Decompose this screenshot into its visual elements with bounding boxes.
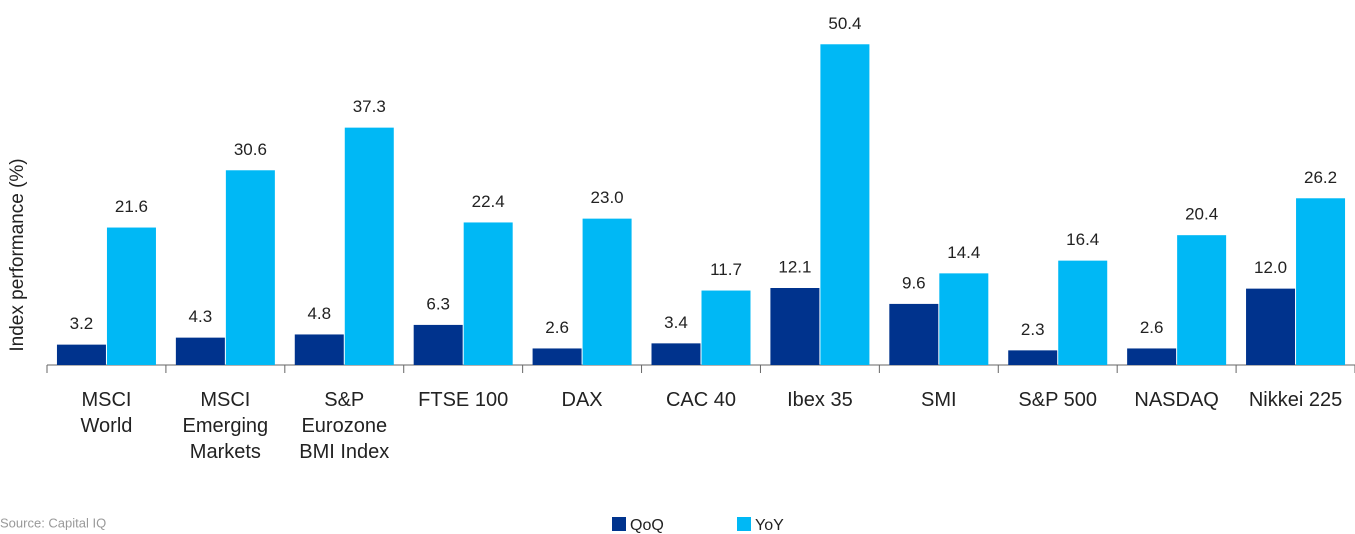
bar: [1177, 235, 1227, 365]
x-tick-label: Ibex 35: [787, 389, 853, 411]
x-tick-label: S&P Eurozone BMI Index: [299, 389, 389, 463]
x-tick-label: DAX: [562, 389, 603, 411]
value-label: 3.4: [664, 313, 688, 332]
bar: [225, 170, 275, 365]
value-label: 4.8: [307, 304, 331, 323]
value-label: 16.4: [1066, 230, 1099, 249]
x-tick-label: SMI: [921, 389, 957, 411]
value-label: 26.2: [1304, 168, 1337, 187]
value-label: 37.3: [353, 97, 386, 116]
value-label: 4.3: [189, 307, 213, 326]
legend-swatch: [612, 517, 626, 531]
source-note: Source: Capital IQ: [0, 515, 106, 530]
legend-label: YoY: [755, 517, 784, 534]
bar: [413, 324, 463, 365]
bar: [1008, 350, 1058, 365]
bar: [820, 44, 870, 365]
bar: [294, 334, 344, 365]
legend-label: QoQ: [630, 517, 664, 534]
bar: [701, 290, 751, 365]
x-tick-label: FTSE 100: [418, 389, 508, 411]
value-label: 21.6: [115, 197, 148, 216]
value-label: 3.2: [70, 314, 94, 333]
bar: [651, 343, 701, 365]
value-label: 22.4: [472, 192, 505, 211]
bar: [1127, 348, 1177, 365]
x-tick-label: MSCI Emerging Markets: [183, 389, 269, 463]
bar: [344, 127, 394, 366]
x-tick-label: MSCI World: [81, 389, 133, 437]
value-label: 2.6: [1140, 318, 1164, 337]
x-tick-label: Nikkei 225: [1249, 389, 1342, 411]
legend-swatch: [737, 517, 751, 531]
value-label: 2.3: [1021, 320, 1045, 339]
bar: [56, 344, 106, 365]
value-label: 11.7: [710, 260, 742, 279]
bar: [532, 348, 582, 365]
x-tick-label: S&P 500: [1018, 389, 1097, 411]
bar: [889, 303, 939, 365]
y-axis-label: Index performance (%): [7, 158, 28, 351]
x-tick-label: CAC 40: [666, 389, 736, 411]
value-label: 12.0: [1254, 258, 1287, 277]
value-label: 2.6: [545, 318, 569, 337]
x-tick-label: NASDAQ: [1134, 389, 1218, 411]
value-label: 12.1: [778, 257, 811, 276]
value-label: 30.6: [234, 140, 267, 159]
value-label: 6.3: [426, 294, 450, 313]
value-label: 50.4: [828, 14, 861, 33]
bar: [770, 288, 820, 365]
bar: [175, 337, 225, 365]
bar: [582, 218, 632, 365]
value-label: 23.0: [591, 188, 624, 207]
value-label: 20.4: [1185, 205, 1218, 224]
bar: [463, 222, 513, 365]
bar: [1296, 198, 1346, 365]
value-label: 9.6: [902, 273, 926, 292]
bar: [939, 273, 989, 365]
bar: [1058, 260, 1108, 365]
value-label: 14.4: [947, 243, 980, 262]
bar: [1246, 288, 1296, 365]
bar: [106, 227, 156, 365]
